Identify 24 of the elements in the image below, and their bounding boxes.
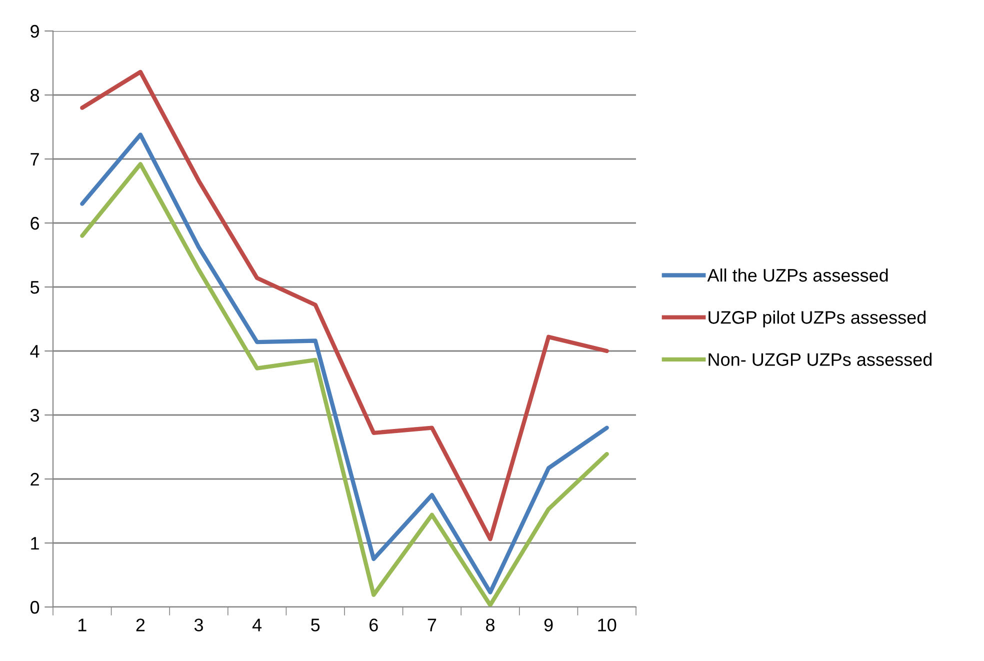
y-tick-label: 4 <box>30 345 40 358</box>
y-tick-label: 6 <box>30 216 40 230</box>
x-tick-label: 5 <box>311 618 320 632</box>
y-tick-label: 9 <box>30 24 39 38</box>
y-tick-label: 8 <box>30 88 40 102</box>
legend-label: Non- UZGP UZPs assessed <box>708 352 932 366</box>
y-tick-label: 3 <box>30 408 40 422</box>
x-tick-label: 2 <box>136 618 145 632</box>
x-tick-label: 8 <box>486 618 494 632</box>
x-tick-label: 1 <box>78 618 86 632</box>
x-tick-label: 10 <box>598 618 616 632</box>
x-tick-label: 7 <box>428 618 436 632</box>
y-tick-label: 2 <box>30 472 39 486</box>
x-tick-label: 4 <box>252 618 262 632</box>
x-tick-label: 3 <box>194 618 203 632</box>
y-tick-label: 0 <box>30 600 40 614</box>
x-tick-label: 6 <box>370 618 378 632</box>
y-tick-label: 7 <box>30 153 39 166</box>
line-series <box>80 70 609 542</box>
legend-label: UZGP pilot UZPs assessed <box>708 310 926 328</box>
y-tick-label: 1 <box>31 537 39 550</box>
legend-label: All the UZPs assessed <box>707 268 888 282</box>
x-tick-label: 9 <box>544 618 553 632</box>
y-tick-label: 5 <box>30 281 40 294</box>
